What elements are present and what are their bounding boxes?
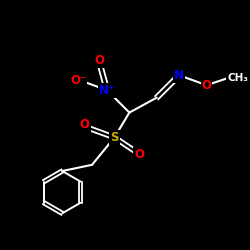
Text: O⁻: O⁻ <box>70 74 86 87</box>
Text: O: O <box>134 148 144 161</box>
Text: S: S <box>110 131 119 144</box>
Text: O: O <box>94 54 104 67</box>
Text: N⁺: N⁺ <box>99 84 115 97</box>
Text: N: N <box>174 69 184 82</box>
Text: O: O <box>80 118 90 132</box>
Text: CH₃: CH₃ <box>227 73 248 83</box>
Text: O: O <box>202 79 211 92</box>
